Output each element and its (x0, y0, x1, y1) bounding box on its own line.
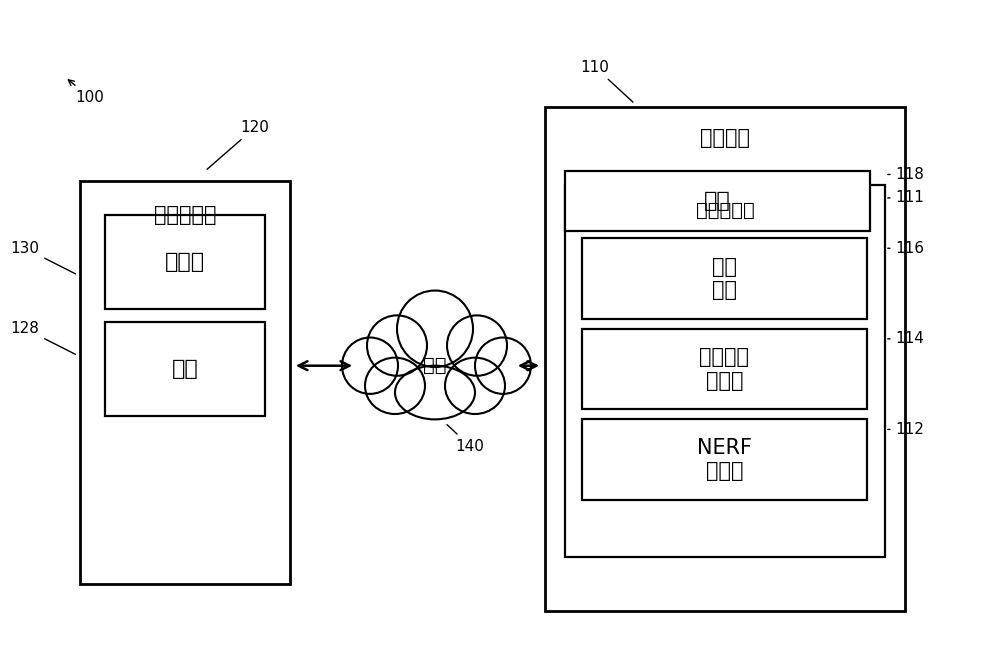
Text: 视图处理器: 视图处理器 (696, 201, 754, 219)
Bar (545, 107, 905, 611)
Text: 111: 111 (888, 191, 924, 205)
Text: 网络: 网络 (423, 356, 447, 375)
Ellipse shape (367, 315, 427, 376)
Ellipse shape (342, 338, 398, 394)
Text: 数据存储库: 数据存储库 (154, 205, 216, 225)
Text: 118: 118 (888, 167, 924, 182)
Text: 渲染
引擎: 渲染 引擎 (712, 257, 737, 300)
Ellipse shape (395, 366, 475, 419)
Text: 130: 130 (10, 241, 76, 274)
Bar (565, 185, 885, 557)
Bar (582, 238, 867, 319)
Text: 计算设备: 计算设备 (700, 127, 750, 148)
Bar (565, 171, 870, 231)
Bar (105, 215, 265, 309)
Ellipse shape (475, 338, 531, 394)
Ellipse shape (447, 315, 507, 376)
Text: 116: 116 (888, 241, 924, 256)
Text: 100: 100 (68, 80, 104, 105)
Text: 稀疏数据
处理器: 稀疏数据 处理器 (699, 348, 750, 391)
Text: 模型: 模型 (172, 359, 198, 379)
Text: NERF
处理器: NERF 处理器 (697, 438, 752, 481)
Text: 128: 128 (11, 321, 76, 354)
Bar (370, 342, 503, 386)
Bar (582, 329, 867, 409)
Text: 110: 110 (581, 60, 633, 102)
Text: 模型: 模型 (704, 191, 731, 211)
Bar (105, 322, 265, 416)
Text: 120: 120 (207, 120, 269, 169)
Ellipse shape (397, 291, 473, 367)
Ellipse shape (445, 358, 505, 414)
Text: 140: 140 (447, 425, 484, 454)
Text: 112: 112 (888, 422, 924, 437)
Bar (582, 419, 867, 500)
Ellipse shape (365, 358, 425, 414)
Text: 114: 114 (888, 331, 924, 346)
Bar (80, 181, 290, 584)
Text: 源图像: 源图像 (165, 252, 205, 272)
